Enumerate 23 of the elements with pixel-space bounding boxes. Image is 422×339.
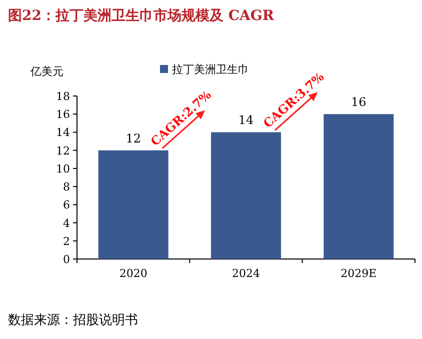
data-label: 14 — [238, 113, 254, 128]
x-tick-label: 2020 — [119, 267, 148, 280]
data-label: 16 — [351, 95, 366, 110]
data-label: 12 — [126, 131, 141, 146]
x-tick-label: 2029E — [340, 267, 377, 280]
bar — [98, 150, 168, 259]
y-tick-label: 8 — [63, 180, 70, 194]
bar — [211, 132, 281, 259]
y-tick-label: 2 — [63, 234, 70, 248]
x-tick-label: 2024 — [232, 267, 260, 280]
legend-label: 拉丁美洲卫生巾 — [172, 63, 249, 76]
y-axis-title: 亿美元 — [30, 65, 64, 78]
bar — [324, 114, 394, 259]
y-tick-label: 18 — [56, 90, 70, 103]
source-note: 数据来源：招股说明书 — [8, 313, 138, 328]
y-tick-label: 12 — [56, 144, 70, 158]
y-tick-label: 16 — [56, 108, 70, 122]
chart-title: 图22：拉丁美洲卫生巾市场规模及 CAGR — [8, 7, 274, 24]
y-tick-label: 6 — [63, 198, 70, 212]
y-tick-label: 4 — [63, 216, 70, 230]
y-tick-label: 0 — [63, 253, 70, 266]
y-tick-label: 14 — [56, 126, 70, 140]
y-tick-label: 10 — [56, 162, 70, 176]
